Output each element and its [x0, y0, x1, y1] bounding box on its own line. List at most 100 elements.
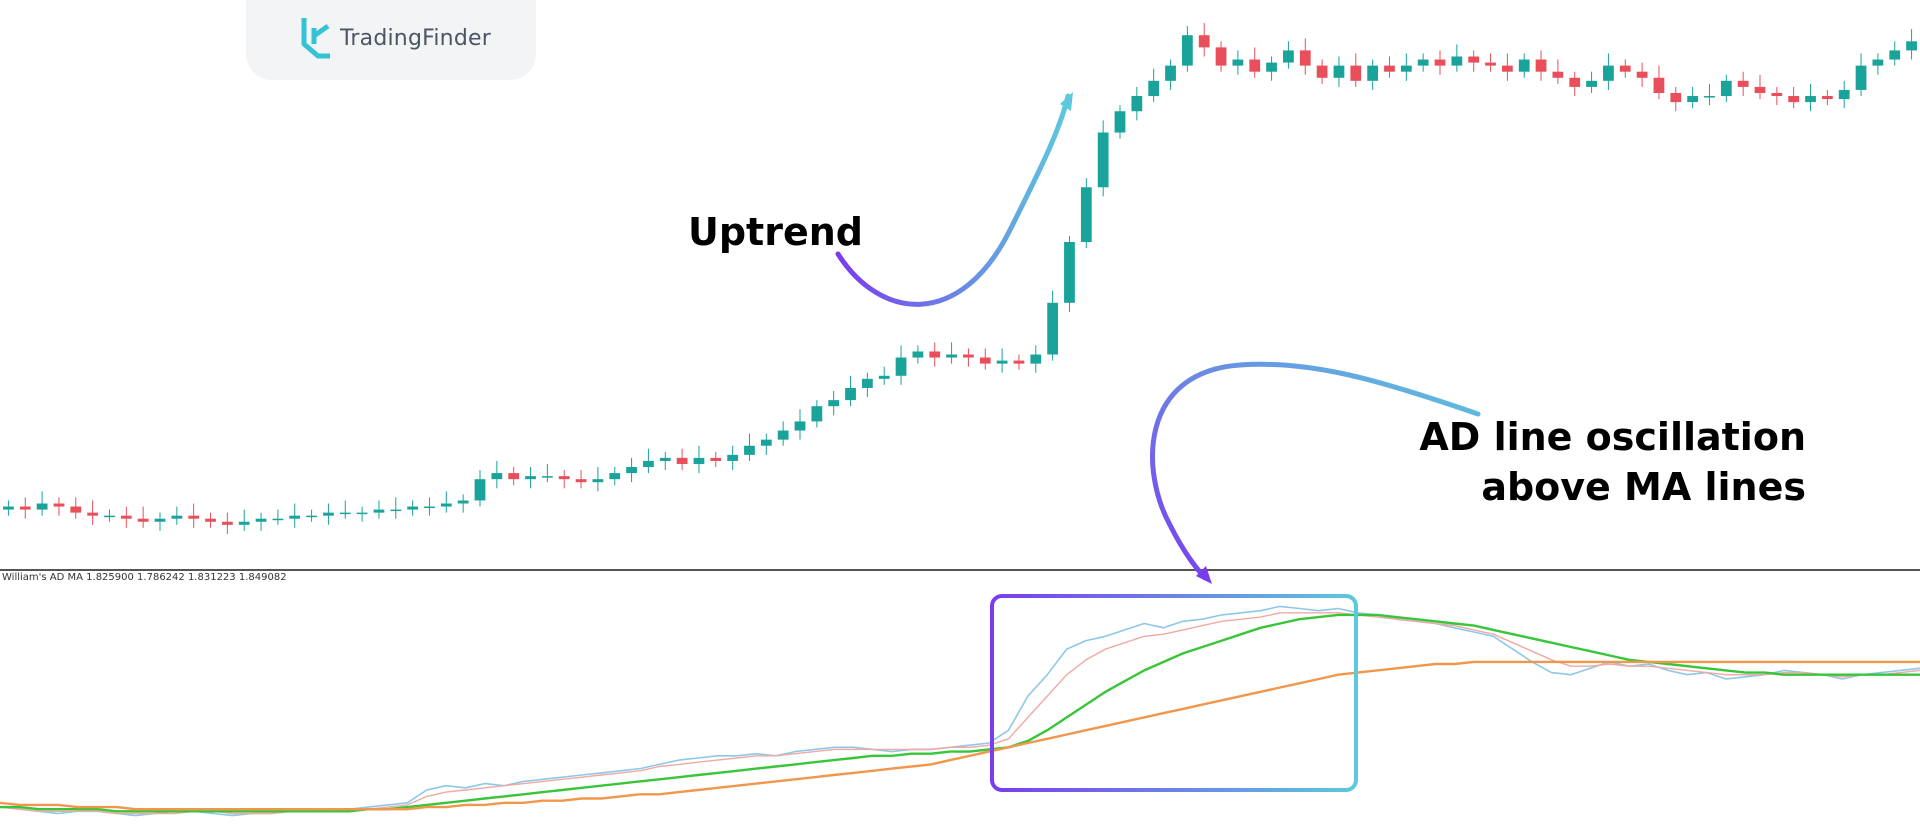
candle-body	[828, 400, 840, 407]
annotation-uptrend: Uptrend	[688, 210, 863, 254]
candle-body	[3, 506, 14, 510]
candle-body	[255, 518, 267, 522]
candle-body	[87, 512, 99, 516]
candle-body	[1181, 35, 1193, 66]
candle-body	[424, 506, 435, 509]
uptrend-arrowhead	[1060, 92, 1073, 111]
candle-body	[1064, 241, 1075, 303]
candle-body	[137, 518, 149, 522]
candle-body	[1114, 111, 1126, 133]
candle-body	[457, 500, 469, 504]
candle-body	[558, 476, 570, 480]
candle-body	[339, 512, 351, 515]
candle-body	[1047, 302, 1059, 355]
candle-body	[575, 479, 587, 483]
candle-body	[1805, 96, 1816, 103]
candle-body	[1013, 360, 1025, 364]
candle-body	[53, 503, 65, 507]
candle-body	[36, 503, 48, 510]
candle-body	[777, 430, 789, 440]
candle-body	[1148, 80, 1160, 97]
candle-body	[878, 375, 890, 379]
candle-body	[1131, 96, 1143, 112]
candle-body	[205, 518, 216, 522]
candle-body	[541, 476, 553, 478]
candle-body	[1283, 50, 1294, 63]
candle-body	[272, 518, 284, 521]
candle-body	[1316, 65, 1328, 78]
candle-body	[592, 479, 604, 483]
indicator-label: William's AD MA 1.825900 1.786242 1.8312…	[2, 572, 287, 583]
annotation-ad-line-2: above MA lines	[1481, 465, 1806, 509]
candle-body	[491, 473, 503, 480]
candle-body	[643, 460, 654, 468]
candle-body	[1704, 96, 1715, 98]
candle-body	[390, 509, 402, 512]
price-candles	[3, 23, 1917, 534]
candle-body	[221, 521, 233, 525]
candle-body	[1232, 59, 1244, 66]
candle-body	[1855, 65, 1867, 90]
candle-body	[1350, 65, 1362, 81]
candle-body	[1451, 56, 1463, 66]
candle-body	[525, 476, 536, 480]
candle-body	[1603, 65, 1614, 81]
candle-body	[1215, 47, 1227, 66]
candle-body	[1906, 41, 1917, 51]
candle-body	[238, 521, 250, 525]
candle-body	[1754, 86, 1766, 93]
candle-body	[104, 515, 115, 518]
series-line-ma3	[0, 660, 1920, 811]
candle-body	[794, 421, 806, 431]
candle-body	[1400, 65, 1412, 72]
candle-body	[120, 515, 132, 519]
candle-body	[70, 506, 82, 513]
candle-body	[1586, 80, 1597, 87]
candle-body	[474, 479, 486, 501]
candle-body	[19, 506, 31, 510]
candle-body	[811, 406, 823, 422]
candle-body	[996, 360, 1008, 364]
candle-body	[1434, 59, 1446, 66]
series-line-ma1	[0, 612, 1920, 815]
candle-body	[1249, 59, 1261, 72]
candle-body	[963, 354, 974, 358]
candle-body	[407, 506, 419, 510]
candle-body	[1552, 71, 1564, 78]
candle-body	[676, 457, 688, 464]
candle-body	[1653, 77, 1665, 93]
candle-body	[1030, 354, 1042, 364]
series-line-ma2	[0, 613, 1920, 813]
brand-name: TradingFinder	[340, 26, 491, 51]
candle-body	[1569, 77, 1581, 87]
candle-body	[1535, 59, 1547, 72]
candle-body	[1619, 65, 1631, 72]
candle-body	[861, 378, 873, 388]
candle-body	[1198, 35, 1210, 48]
candle-body	[440, 503, 452, 507]
candle-body	[693, 457, 705, 464]
candle-body	[929, 351, 941, 358]
candle-body	[979, 357, 991, 364]
candle-body	[1299, 50, 1311, 66]
candle-body	[845, 387, 856, 401]
candle-body	[895, 357, 907, 376]
candle-body	[306, 515, 317, 518]
candle-body	[626, 467, 637, 474]
candle-body	[1687, 96, 1699, 103]
candle-body	[1417, 59, 1429, 66]
candle-body	[1788, 96, 1800, 103]
candle-body	[1636, 71, 1648, 78]
candle-body	[659, 457, 671, 461]
candle-body	[508, 473, 520, 480]
candle-body	[1821, 96, 1833, 100]
ad-annotation-arrow	[1150, 361, 1481, 581]
candle-body	[912, 351, 924, 358]
candle-body	[289, 515, 301, 519]
candle-body	[1670, 92, 1682, 103]
highlight-box	[990, 594, 1358, 792]
candle-body	[1771, 92, 1783, 97]
candle-body	[1889, 50, 1901, 60]
candle-body	[1720, 80, 1732, 97]
annotation-ad-line-1: AD line oscillation	[1419, 415, 1806, 459]
